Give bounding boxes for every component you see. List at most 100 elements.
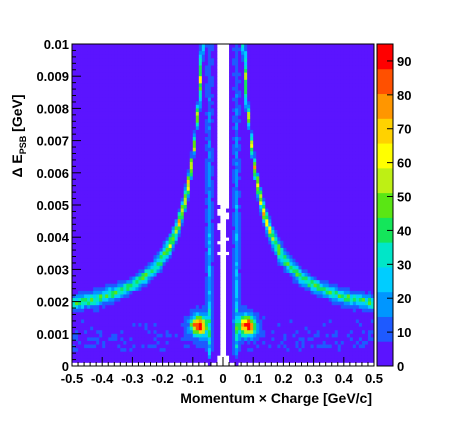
heatmap-cell [238, 215, 242, 220]
heatmap-cell [171, 54, 176, 59]
heatmap-cell [186, 226, 191, 231]
heatmap-cell [204, 144, 209, 149]
heatmap-cell [150, 315, 154, 320]
heatmap-cell [210, 83, 215, 88]
heatmap-cell [186, 97, 191, 102]
heatmap-cell [180, 101, 185, 106]
heatmap-cell [201, 230, 206, 235]
heatmap-cell [171, 176, 176, 181]
heatmap-cell [138, 97, 142, 102]
heatmap-cell [162, 247, 167, 252]
heatmap-cell [132, 351, 136, 356]
heatmap-cell [162, 151, 167, 156]
heatmap-cell [238, 276, 242, 281]
heatmap-cell [198, 269, 203, 274]
heatmap-cell [147, 58, 151, 63]
heatmap-cell [153, 326, 157, 331]
heatmap-cell [108, 111, 112, 116]
heatmap-cell [75, 201, 79, 206]
heatmap-cell [105, 237, 109, 242]
heatmap-cell [229, 294, 233, 299]
heatmap-cell [84, 337, 88, 342]
heatmap-cell [183, 108, 188, 113]
heatmap-cell [150, 76, 154, 81]
heatmap-cell [159, 333, 163, 338]
heatmap-cell [189, 65, 194, 70]
heatmap-cell [238, 194, 242, 199]
heatmap-cell [189, 355, 194, 360]
heatmap-cell [183, 65, 188, 70]
heatmap-cell [232, 158, 236, 163]
heatmap-cell [126, 340, 130, 345]
heatmap-cell [96, 190, 100, 195]
heatmap-cell [183, 247, 188, 252]
heatmap-cell [171, 44, 176, 48]
heatmap-cell [159, 355, 163, 360]
heatmap-cell [108, 190, 112, 195]
heatmap-cell [84, 90, 88, 95]
heatmap-cell [232, 358, 236, 363]
heatmap-cell [235, 144, 239, 149]
heatmap-cell [81, 119, 85, 124]
heatmap-cell [90, 158, 94, 163]
heatmap-cell [138, 226, 142, 231]
heatmap-cell [168, 312, 173, 317]
heatmap-cell [177, 47, 182, 52]
heatmap-cell [244, 122, 248, 127]
heatmap-cell [147, 90, 151, 95]
heatmap-cell [241, 97, 245, 102]
heatmap-cell [210, 351, 215, 356]
heatmap-cell [198, 333, 203, 338]
heatmap-cell [238, 358, 242, 363]
heatmap-cell [247, 172, 251, 177]
heatmap-cell [117, 312, 121, 317]
heatmap-cell [144, 104, 148, 109]
heatmap-cell [135, 247, 139, 252]
heatmap-cell [90, 205, 94, 209]
heatmap-cell [99, 183, 103, 188]
heatmap-cell [81, 147, 85, 152]
heatmap-cell [186, 230, 191, 235]
heatmap-cell [108, 69, 112, 74]
heatmap-cell [96, 333, 100, 338]
heatmap-cell [135, 330, 139, 335]
heatmap-cell [213, 251, 218, 256]
heatmap-cell [141, 269, 145, 274]
heatmap-cell [120, 151, 124, 156]
heatmap-cell [144, 351, 148, 356]
heatmap-cell [111, 215, 115, 220]
heatmap-cell [174, 169, 179, 174]
heatmap-cell [165, 283, 170, 288]
heatmap-cell [111, 348, 115, 353]
heatmap-cell [198, 201, 203, 206]
heatmap-cell [159, 226, 163, 231]
heatmap-cell [168, 226, 173, 231]
heatmap-cell [123, 251, 127, 256]
heatmap-cell [186, 165, 191, 170]
heatmap-cell [198, 212, 203, 217]
heatmap-cell [207, 283, 212, 288]
heatmap-cell [105, 176, 109, 181]
heatmap-cell [72, 101, 76, 106]
heatmap-cell [126, 83, 130, 88]
heatmap-cell [177, 337, 182, 342]
heatmap-cell [114, 179, 118, 184]
heatmap-cell [123, 129, 127, 134]
heatmap-cell [84, 126, 88, 131]
heatmap-cell [180, 283, 185, 288]
heatmap-cell [207, 104, 212, 109]
heatmap-cell [207, 305, 212, 310]
heatmap-cell [232, 190, 236, 195]
heatmap-cell [232, 151, 236, 156]
heatmap-cell [141, 69, 145, 74]
heatmap-cell [132, 83, 136, 88]
heatmap-cell [87, 258, 91, 263]
heatmap-cell [247, 133, 251, 138]
heatmap-cell [195, 312, 200, 317]
heatmap-cell [153, 265, 157, 270]
heatmap-cell [235, 83, 239, 88]
heatmap-cell [238, 129, 242, 134]
heatmap-cell [84, 162, 88, 167]
heatmap-cell [241, 251, 245, 256]
heatmap-cell [186, 183, 191, 188]
